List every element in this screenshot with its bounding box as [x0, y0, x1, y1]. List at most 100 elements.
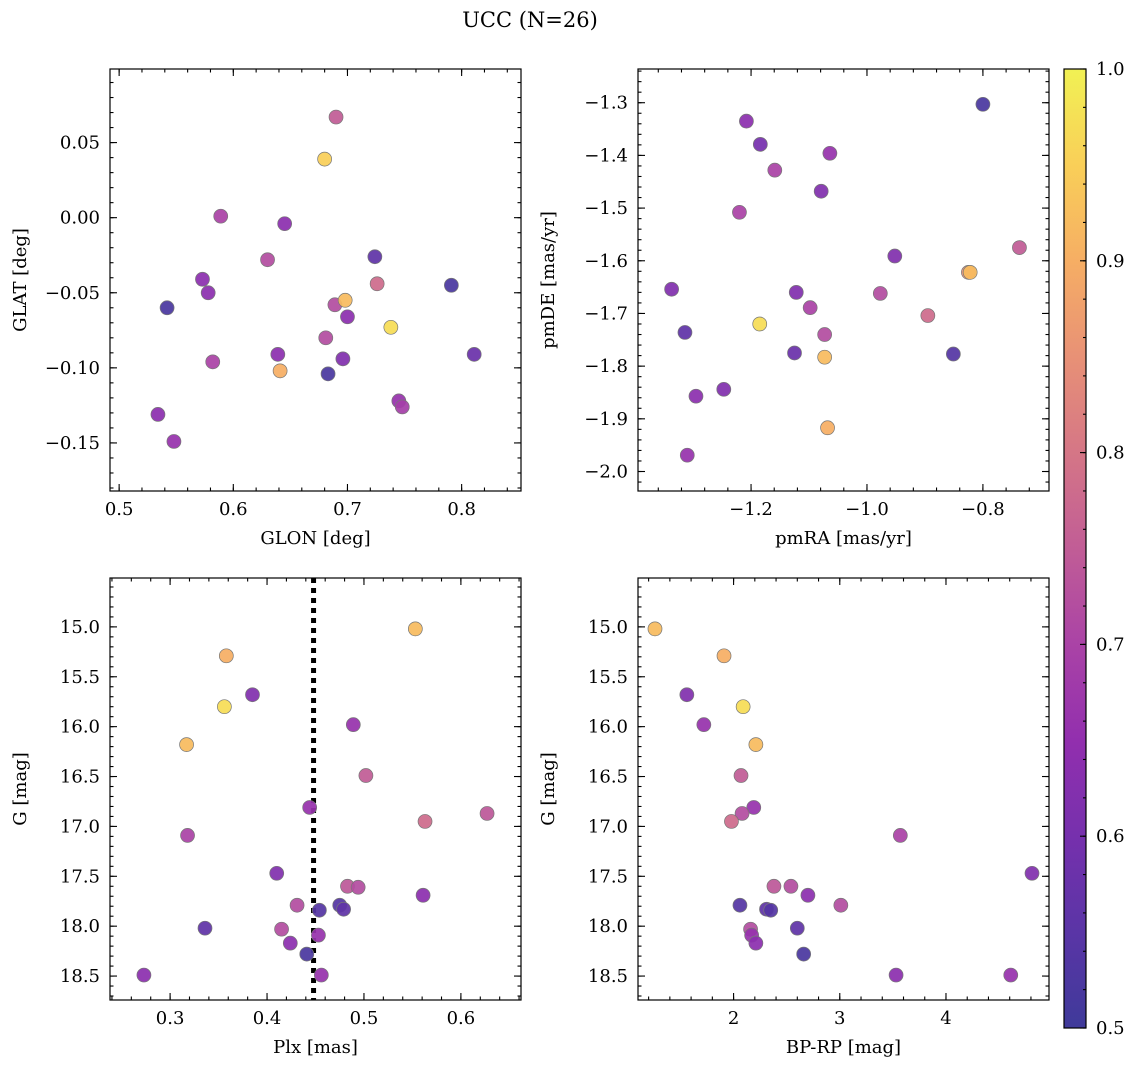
- x-tick-label: −1.0: [845, 499, 889, 520]
- x-tick-label: 0.3: [156, 1008, 185, 1029]
- scatter-point: [367, 249, 383, 265]
- figure-title: UCC (N=26): [462, 8, 598, 32]
- scatter-point: [732, 204, 747, 220]
- scatter-point: [962, 265, 978, 280]
- scatter-point: [766, 878, 782, 894]
- scatter-point: [679, 687, 695, 703]
- scatter-point: [664, 281, 679, 297]
- y-tick-label: −1.9: [584, 409, 628, 430]
- scatter-point: [724, 814, 739, 829]
- axis-ticks: [110, 69, 521, 491]
- scatter-point: [245, 687, 260, 703]
- panel-2: −1.2 −1.0 −0.8 −2.0 −1.9 −1.8 −1.7 −1.6 −1.5 −1.4…: [538, 68, 1050, 549]
- scatter-point: [696, 717, 712, 733]
- scatter-point: [748, 935, 764, 951]
- scatter-point: [302, 800, 318, 815]
- scatter-point: [328, 109, 344, 125]
- scatter-points: [150, 109, 482, 449]
- scatter-point: [159, 300, 175, 316]
- scatter-point: [197, 920, 213, 936]
- scatter-point: [789, 920, 805, 936]
- scatter-point: [336, 901, 351, 917]
- colorbar: 0.5 0.6 0.7 0.8 0.9 1.0: [1063, 59, 1125, 1039]
- colorbar-tick-label: 0.5: [1096, 1018, 1125, 1039]
- scatter-point: [796, 946, 812, 962]
- scatter-point: [677, 325, 693, 340]
- y-tick-label: 0.00: [60, 208, 100, 229]
- x-tick-label: 0.5: [105, 499, 134, 520]
- scatter-point: [200, 285, 216, 301]
- y-tick-label: 0.05: [60, 133, 100, 154]
- scatter-point: [817, 327, 833, 342]
- scatter-point: [1024, 865, 1040, 881]
- y-tick-label: 15.5: [588, 667, 628, 688]
- scatter-point: [466, 346, 482, 362]
- y-tick-label: 16.5: [60, 767, 100, 788]
- scatter-point: [892, 828, 908, 843]
- scatter-point: [887, 248, 903, 264]
- y-tick-label: −0.15: [45, 433, 100, 454]
- scatter-point: [313, 967, 329, 983]
- scatter-point: [340, 309, 355, 325]
- scatter-point: [752, 136, 768, 152]
- colorbar-tick-label: 0.6: [1096, 826, 1125, 847]
- scatter-point: [763, 902, 779, 918]
- x-tick-label: 0.7: [333, 499, 362, 520]
- y-tick-label: −1.5: [584, 198, 628, 219]
- scatter-point: [820, 420, 835, 436]
- x-axis-label: Plx [mas]: [273, 1037, 358, 1058]
- y-tick-label: 17.0: [588, 816, 628, 837]
- scatter-point: [272, 363, 288, 379]
- scatter-point: [289, 897, 305, 913]
- scatter-point: [180, 828, 195, 843]
- scatter-points: [647, 621, 1040, 983]
- y-tick-label: 17.0: [60, 816, 100, 837]
- panel-4: 2 3 4 15.0 15.5 16.0 16.5 17.0 17.5 18.0 18.5 BP-RP…: [538, 577, 1050, 1058]
- colorbar-ticks: 0.5 0.6 0.7 0.8 0.9 1.0: [1080, 59, 1125, 1039]
- scatter-point: [417, 814, 433, 829]
- scatter-point: [946, 346, 961, 362]
- scatter-point: [317, 151, 332, 167]
- y-tick-label: −2.0: [584, 462, 628, 483]
- axis-ticks: [638, 578, 1049, 1000]
- scatter-point: [282, 935, 298, 951]
- scatter-point: [369, 276, 385, 292]
- y-tick-label: 17.5: [588, 866, 628, 887]
- scatter-point: [337, 292, 353, 308]
- colorbar-tick-label: 0.9: [1096, 251, 1125, 272]
- scatter-point: [270, 346, 286, 362]
- scatter-point: [277, 216, 293, 232]
- plot-frame: [109, 577, 522, 1001]
- x-tick-label: 4: [940, 1008, 951, 1029]
- y-tick-label: −0.10: [45, 358, 100, 379]
- x-tick-label: 2: [728, 1008, 739, 1029]
- scatter-point: [752, 316, 768, 332]
- x-tick-label: 3: [834, 1008, 845, 1029]
- scatter-point: [732, 897, 748, 913]
- scatter-point: [802, 300, 818, 316]
- scatter-point: [783, 878, 799, 894]
- scatter-panels: 0.5 0.6 0.7 0.8 −0.15 −0.10 −0.05 0.00 0.05 GLON …: [10, 68, 1050, 1058]
- scatter-point: [345, 717, 361, 733]
- plot-frame: [109, 68, 522, 492]
- y-tick-label: 18.0: [60, 916, 100, 937]
- colorbar-gradient: [1063, 68, 1087, 1029]
- scatter-point: [299, 946, 315, 962]
- y-tick-label: −1.7: [584, 303, 628, 324]
- scatter-point: [217, 699, 232, 715]
- scatter-point: [817, 349, 833, 365]
- scatter-point: [767, 162, 783, 178]
- scatter-point: [350, 879, 366, 895]
- y-tick-label: 16.0: [588, 717, 628, 738]
- scatter-point: [1012, 240, 1027, 255]
- scatter-point: [920, 308, 936, 323]
- x-tick-label: 0.4: [253, 1008, 282, 1029]
- colorbar-tick-label: 0.7: [1096, 634, 1125, 655]
- x-tick-label: 0.5: [350, 1008, 379, 1029]
- y-tick-label: 17.5: [60, 866, 100, 887]
- scatter-point: [734, 806, 750, 821]
- scatter-point: [415, 887, 431, 903]
- y-axis-label: GLAT [deg]: [10, 228, 31, 332]
- colorbar-tick-label: 0.8: [1096, 443, 1125, 464]
- x-axis-label: GLON [deg]: [260, 528, 370, 549]
